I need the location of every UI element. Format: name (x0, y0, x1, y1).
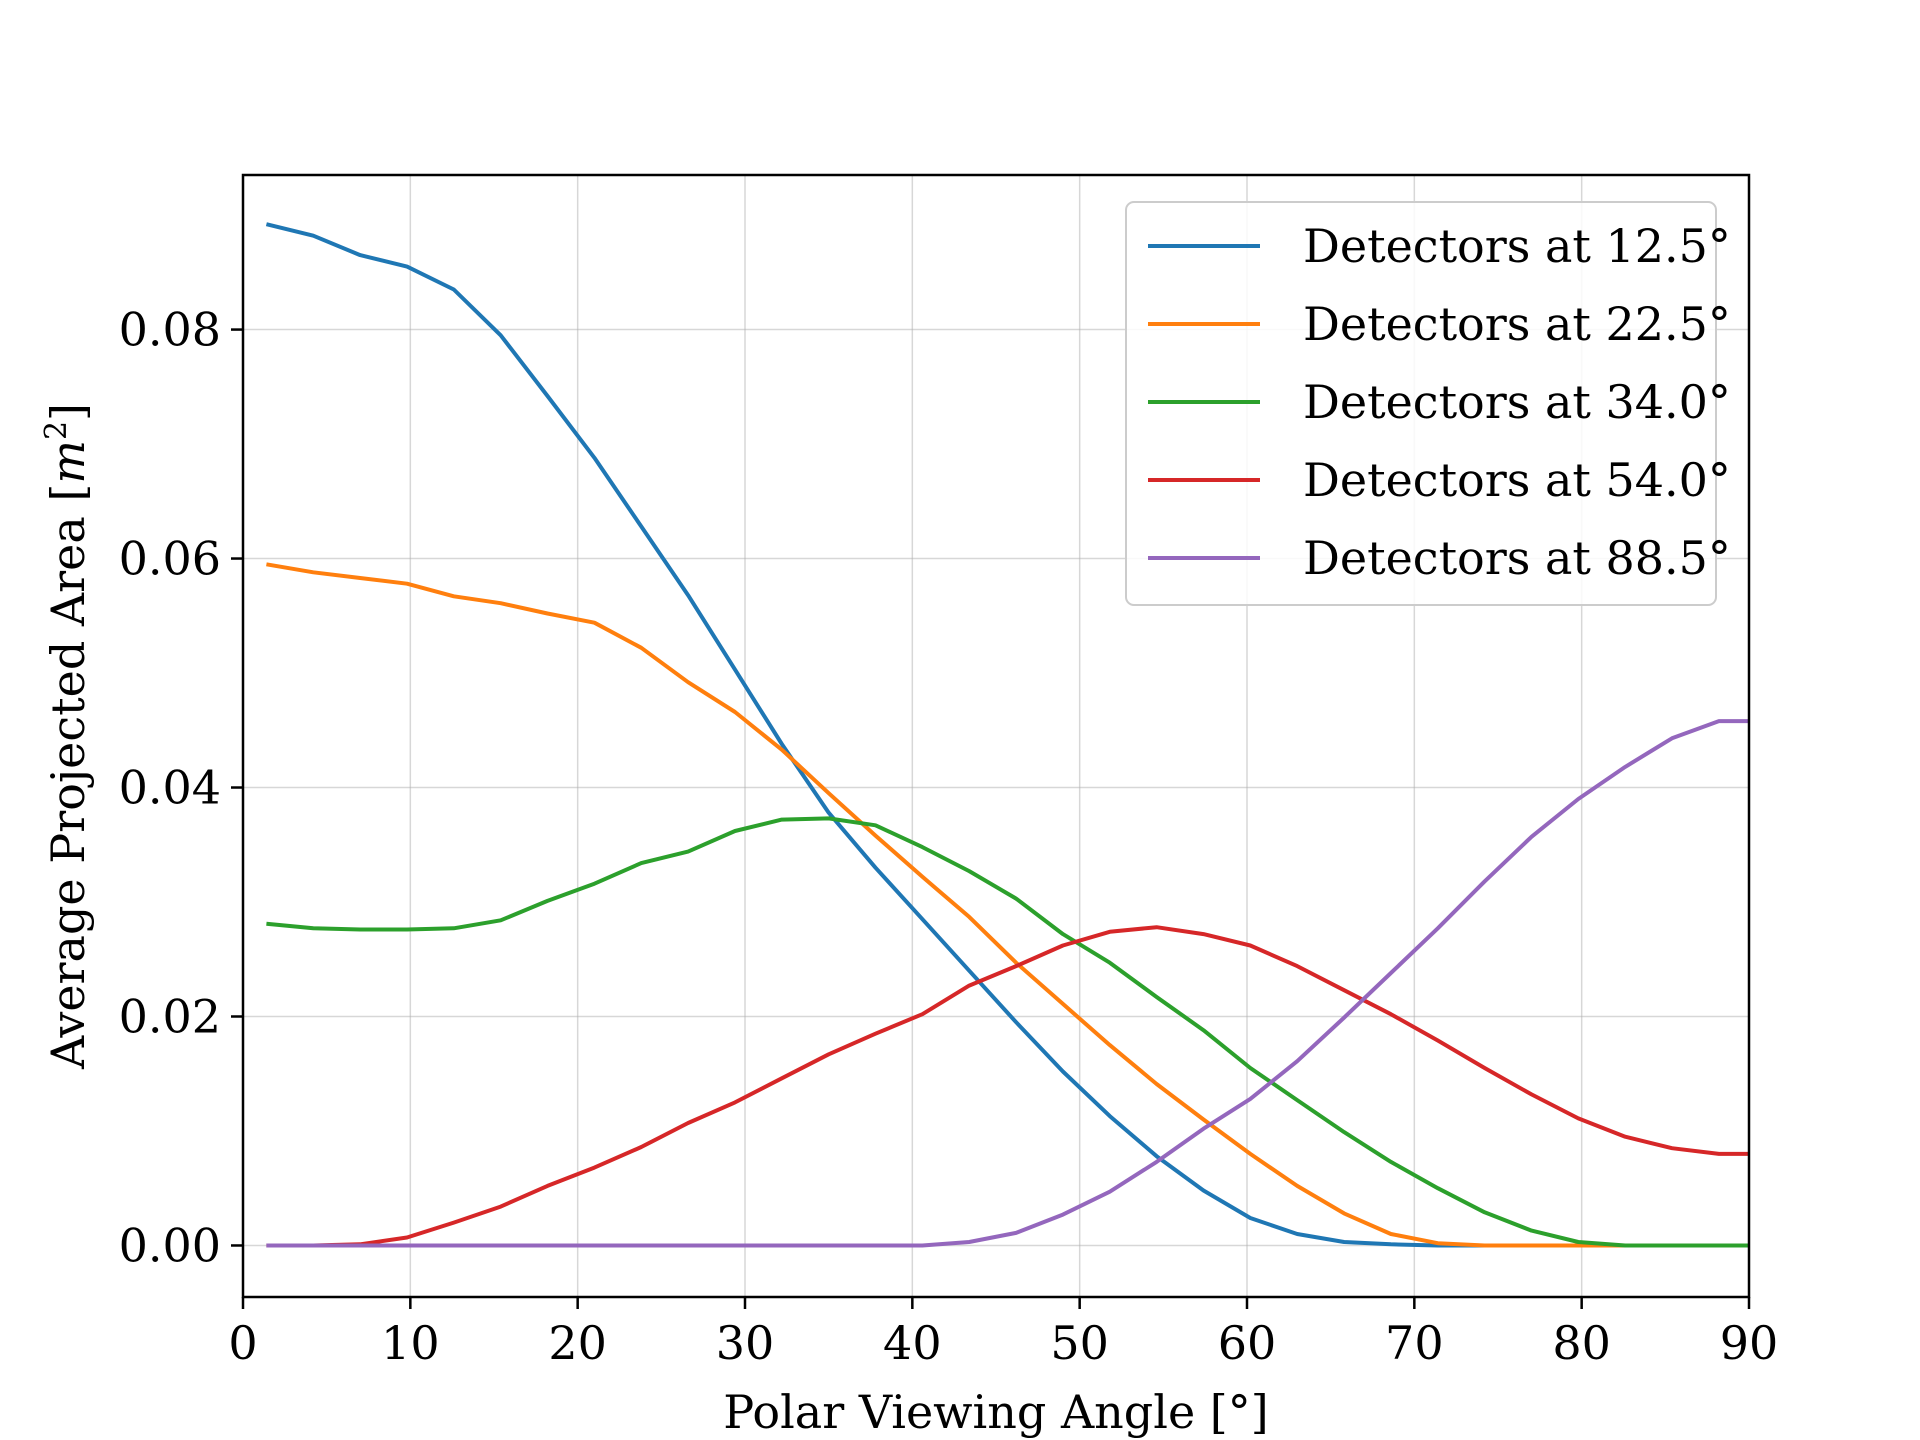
y-tick-label: 0.06 (119, 532, 221, 586)
legend-label: Detectors at 54.0° (1303, 453, 1731, 507)
legend-label: Detectors at 22.5° (1303, 297, 1731, 351)
x-tick-label: 0 (228, 1316, 257, 1370)
plot-frame (241, 173, 1751, 1299)
x-tick-label: 30 (716, 1316, 775, 1370)
series-line-5 (266, 719, 1749, 1248)
legend-label: Detectors at 88.5° (1303, 531, 1731, 585)
x-axis-label: Polar Viewing Angle [°] (723, 1385, 1268, 1439)
y-axis-label-main: Average Projected Area [ (41, 484, 95, 1070)
x-tick-label: 70 (1385, 1316, 1444, 1370)
x-tick-label: 60 (1218, 1316, 1277, 1370)
x-tick-label: 80 (1552, 1316, 1611, 1370)
y-tick-label: 0.00 (119, 1218, 221, 1272)
legend-box (1125, 201, 1717, 606)
legend-label: Detectors at 34.0° (1303, 375, 1731, 429)
x-tick-label: 40 (883, 1316, 942, 1370)
x-tick-label: 50 (1050, 1316, 1109, 1370)
y-tick-label: 0.04 (119, 761, 221, 815)
series-line-2 (266, 562, 1749, 1248)
legend: Detectors at 12.5° Detectors at 22.5° Dete… (1125, 201, 1731, 606)
y-axis-label-var: m (41, 440, 95, 484)
ticks: 0 10 20 30 40 50 60 70 80 90 0.00 0.02 0.04 0.06 0.08 (119, 303, 1779, 1370)
series-line-3 (266, 816, 1749, 1248)
series-line-4 (266, 925, 1749, 1248)
x-tick-label: 10 (381, 1316, 440, 1370)
y-axis-label-sup: 2 (39, 421, 74, 440)
series-lines (265, 222, 1749, 1248)
y-tick-label: 0.08 (119, 303, 221, 357)
x-tick-label: 90 (1720, 1316, 1779, 1370)
legend-label: Detectors at 12.5° (1303, 219, 1731, 273)
y-axis-label-close: ] (41, 403, 95, 421)
y-tick-label: 0.02 (119, 990, 221, 1044)
x-tick-label: 20 (548, 1316, 607, 1370)
y-axis-label: Average Projected Area [m2] (39, 403, 95, 1070)
